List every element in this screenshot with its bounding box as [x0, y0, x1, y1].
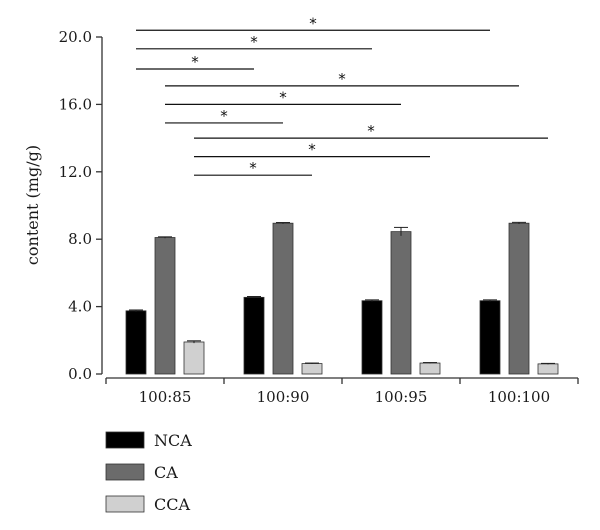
significance-star: * — [367, 122, 375, 140]
significance-star: * — [249, 159, 257, 177]
legend-label-nca: NCA — [154, 431, 192, 450]
legend: NCA CA CCA — [105, 431, 192, 514]
bar-nca-3 — [479, 300, 501, 375]
bar-ca-1 — [272, 222, 294, 375]
y-tick-label: 12.0 — [59, 163, 92, 181]
legend-swatch-ca — [105, 463, 145, 481]
significance-star: * — [220, 107, 228, 125]
bar-ca-3 — [508, 222, 530, 375]
y-tick-label: 20.0 — [59, 28, 92, 46]
bar-nca-0 — [125, 310, 147, 375]
y-tick-label: 16.0 — [59, 95, 92, 113]
x-tick-label: 100:100 — [488, 388, 550, 406]
significance-star: * — [250, 33, 258, 51]
bar-cca-2 — [419, 362, 441, 375]
significance-star: * — [338, 70, 346, 88]
bar-nca-2 — [361, 300, 383, 375]
legend-label-ca: CA — [154, 463, 178, 482]
bar-cca-3 — [537, 363, 559, 375]
bar-cca-0 — [183, 341, 205, 375]
y-tick-label: 8.0 — [68, 230, 92, 248]
axes: 0.0 4.0 8.0 12.0 16.0 20.0 100:85 100:90 100:95 1… — [59, 28, 579, 406]
x-tick-label: 100:95 — [375, 388, 428, 406]
bar-ca-0 — [154, 237, 176, 375]
y-axis-title: content (mg/g) — [23, 145, 42, 265]
x-tick-label: 100:85 — [139, 388, 192, 406]
bars — [125, 221, 559, 375]
bar-nca-1 — [243, 296, 265, 375]
significance-star: * — [191, 53, 199, 71]
legend-swatch-nca — [105, 431, 145, 449]
significance-star: * — [309, 14, 317, 32]
legend-swatch-cca — [105, 495, 145, 513]
significance-star: * — [308, 141, 316, 159]
y-tick-label: 4.0 — [68, 298, 92, 316]
x-tick-label: 100:90 — [257, 388, 310, 406]
y-tick-label: 0.0 — [68, 365, 92, 383]
bar-ca-2 — [390, 231, 412, 375]
significance-star: * — [279, 88, 287, 106]
significance-brackets: * * * * * * * * * — [136, 14, 548, 177]
bar-cca-1 — [301, 363, 323, 375]
legend-label-cca: CCA — [154, 495, 190, 514]
